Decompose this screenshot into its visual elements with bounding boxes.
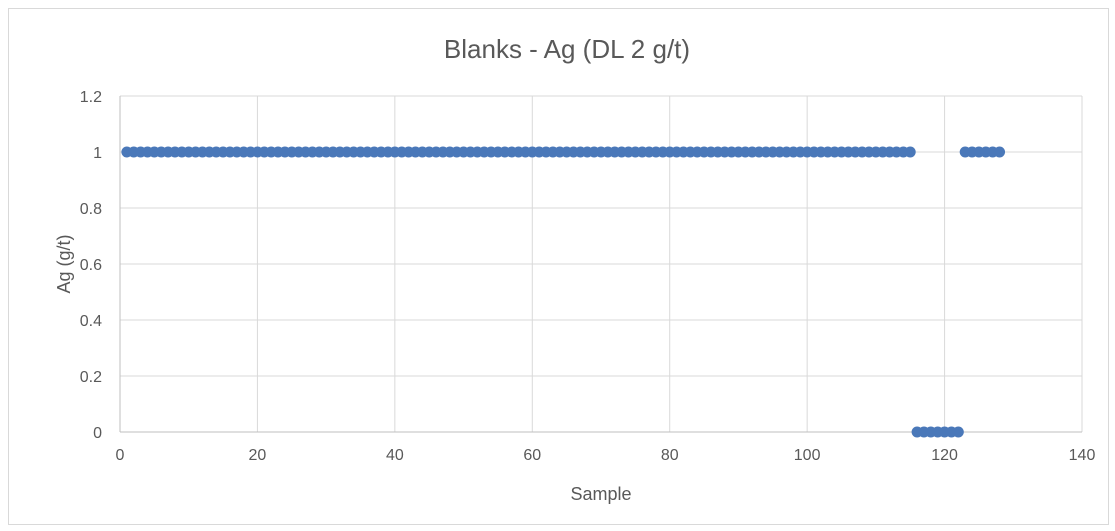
- x-tick-label: 80: [661, 447, 679, 464]
- x-tick-label: 20: [249, 447, 267, 464]
- x-tick-label: 120: [931, 447, 958, 464]
- data-points: [121, 146, 1006, 438]
- data-point: [952, 426, 964, 438]
- y-tick-label: 1: [93, 145, 102, 162]
- gridlines: [120, 95, 1083, 432]
- y-tick-label: 1.2: [80, 89, 102, 106]
- x-tick-label: 140: [1069, 447, 1096, 464]
- data-point: [994, 146, 1006, 158]
- chart-frame: [8, 8, 1109, 525]
- y-tick-label: 0.8: [80, 201, 102, 218]
- x-tick-label: 40: [386, 447, 404, 464]
- chart-title: Blanks - Ag (DL 2 g/t): [444, 34, 690, 64]
- tick-labels: 0 0.2 0.4 0.6 0.8 1 1.2 0 20 40 60 80 100 120 140: [80, 89, 1096, 464]
- y-axis-label: Ag (g/t): [54, 234, 74, 293]
- y-tick-label: 0.2: [80, 369, 102, 386]
- y-tick-label: 0: [93, 425, 102, 442]
- data-point: [904, 146, 916, 158]
- y-tick-label: 0.6: [80, 257, 102, 274]
- x-tick-label: 60: [523, 447, 541, 464]
- x-tick-label: 100: [794, 447, 821, 464]
- x-axis-label: Sample: [570, 484, 631, 504]
- x-tick-label: 0: [116, 447, 125, 464]
- y-tick-label: 0.4: [80, 313, 102, 330]
